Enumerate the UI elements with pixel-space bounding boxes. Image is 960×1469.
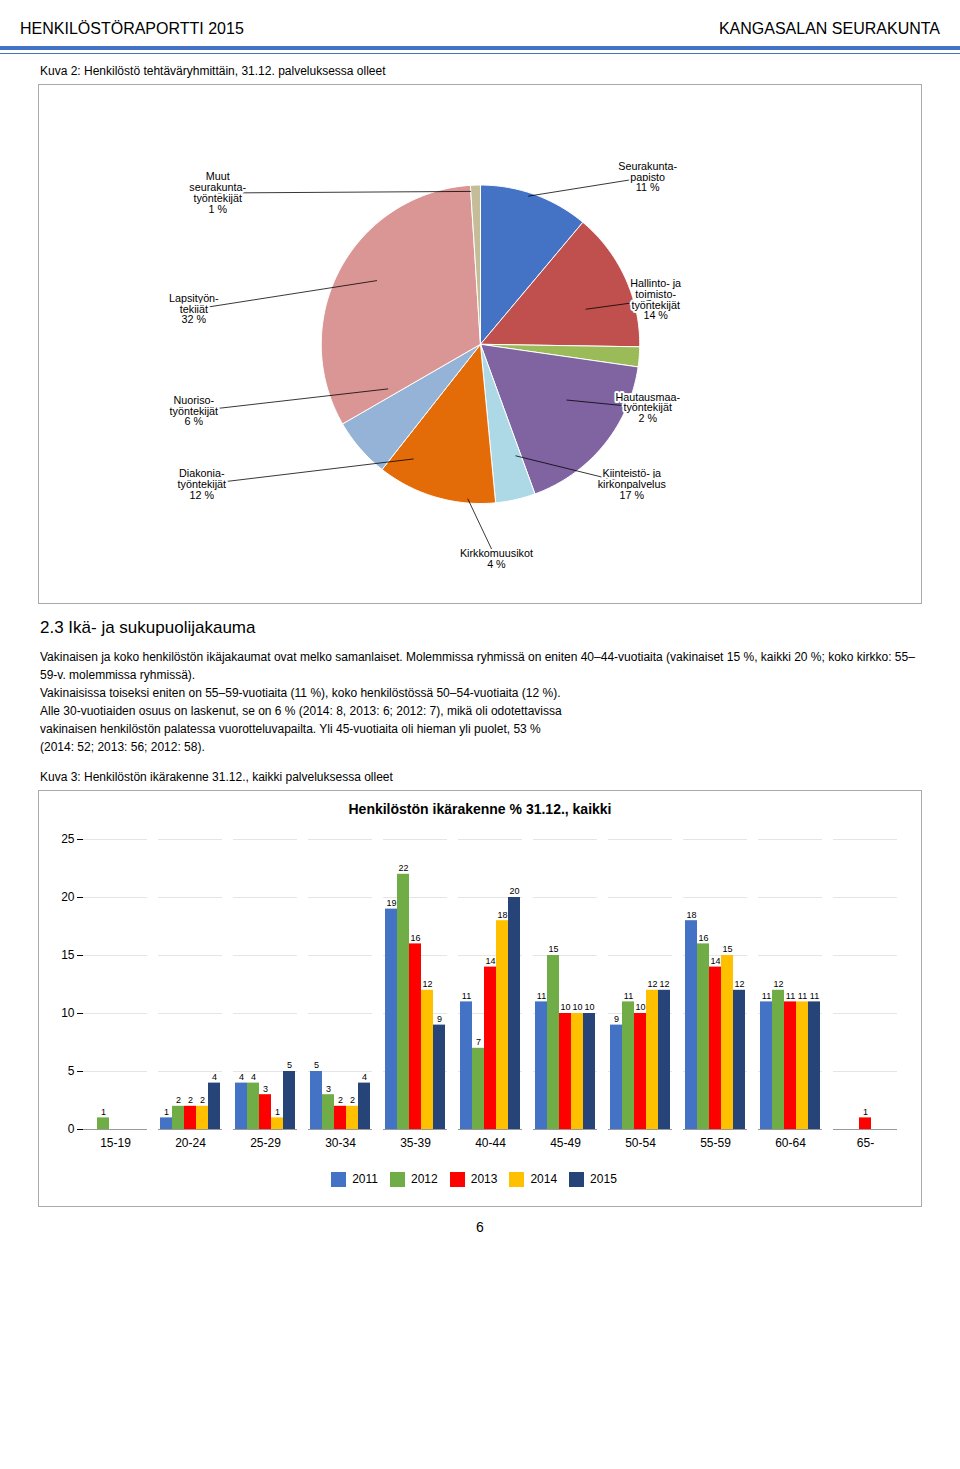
svg-text:18: 18 [497, 909, 507, 919]
html-text:Kuva 3: Henkilöstön ikärakenne: Kuva 3: Henkilöstön ikärakenne 31.12., k… [40, 769, 393, 784]
svg-text:55-59: 55-59 [700, 1136, 731, 1150]
svg-text:5: 5 [287, 1060, 292, 1070]
svg-text:15-19: 15-19 [100, 1136, 131, 1150]
svg-text:4: 4 [362, 1072, 367, 1082]
svg-text:18: 18 [686, 909, 696, 919]
html-text:Henkilöstön ikärakenne % 31.12: Henkilöstön ikärakenne % 31.12., kaikki [348, 800, 612, 817]
svg-text:25: 25 [61, 832, 75, 846]
html-text:6: 6 [476, 1218, 484, 1235]
svg-text:2: 2 [350, 1095, 355, 1105]
svg-text:12: 12 [647, 979, 657, 989]
svg-text:9: 9 [437, 1014, 442, 1024]
svg-text:0: 0 [68, 1122, 75, 1136]
svg-text:1: 1 [164, 1106, 169, 1116]
svg-text:16: 16 [410, 932, 420, 942]
svg-text:11: 11 [810, 990, 819, 1000]
svg-text:11: 11 [786, 990, 795, 1000]
svg-text:Diakonia-työntekijät12 %: Diakonia-työntekijät12 % [178, 467, 226, 501]
svg-text:10: 10 [61, 1006, 75, 1020]
svg-text:11: 11 [798, 990, 807, 1000]
svg-text:Nuoriso-työntekijät6 %: Nuoriso-työntekijät6 % [170, 394, 218, 428]
svg-text:4: 4 [251, 1072, 256, 1082]
svg-text:16: 16 [698, 932, 708, 942]
svg-text:2: 2 [188, 1095, 193, 1105]
svg-text:15: 15 [722, 944, 732, 954]
svg-text:2: 2 [200, 1095, 205, 1105]
svg-text:4: 4 [212, 1072, 217, 1082]
svg-text:20: 20 [509, 886, 519, 896]
svg-text:12: 12 [422, 979, 432, 989]
svg-text:22: 22 [398, 863, 408, 873]
html-text:Vakinaisen ja koko henkilöstön: Vakinaisen ja koko henkilöstön ikäjakaum… [40, 649, 915, 754]
svg-text:10: 10 [572, 1002, 582, 1012]
svg-text:1: 1 [275, 1106, 280, 1116]
svg-text:4: 4 [239, 1072, 244, 1082]
svg-text:35-39: 35-39 [400, 1136, 431, 1150]
svg-text:11: 11 [624, 990, 633, 1000]
svg-text:10: 10 [560, 1002, 570, 1012]
svg-text:60-64: 60-64 [775, 1136, 806, 1150]
svg-text:Hautausmaa-työntekijät2 %: Hautausmaa-työntekijät2 % [615, 391, 680, 425]
svg-text:15: 15 [548, 944, 558, 954]
html-text:HENKILÖSTÖRAPORTTI 2015: HENKILÖSTÖRAPORTTI 2015 [20, 20, 244, 37]
svg-text:65-: 65- [857, 1136, 874, 1150]
svg-text:10: 10 [584, 1002, 594, 1012]
html-text:KANGASALAN SEURAKUNTA: KANGASALAN SEURAKUNTA [718, 20, 940, 37]
svg-text:25-29: 25-29 [250, 1136, 281, 1150]
svg-text:2: 2 [338, 1095, 343, 1105]
html-text:Kuva 2: Henkilöstö tehtäväryhm: Kuva 2: Henkilöstö tehtäväryhmittäin, 31… [40, 64, 386, 78]
svg-text:20: 20 [61, 890, 75, 904]
html-text:2014: 2014 [530, 1172, 558, 1187]
svg-text:Kiinteistö- jakirkonpalvelus17: Kiinteistö- jakirkonpalvelus17 % [598, 467, 666, 501]
svg-text:10: 10 [635, 1002, 645, 1012]
svg-text:15: 15 [61, 948, 75, 962]
svg-text:12: 12 [734, 979, 744, 989]
svg-text:45-49: 45-49 [550, 1136, 581, 1150]
svg-text:11: 11 [537, 990, 546, 1000]
html-text:2015: 2015 [590, 1172, 617, 1187]
svg-text:14: 14 [710, 956, 720, 966]
svg-text:7: 7 [476, 1037, 481, 1047]
svg-text:50-54: 50-54 [625, 1136, 656, 1150]
svg-text:20-24: 20-24 [175, 1136, 206, 1150]
svg-text:1: 1 [101, 1106, 106, 1116]
svg-text:12: 12 [773, 979, 783, 989]
svg-text:40-44: 40-44 [475, 1136, 506, 1150]
html-text:2012: 2012 [411, 1172, 438, 1187]
svg-text:12: 12 [659, 979, 669, 989]
svg-text:14: 14 [485, 956, 495, 966]
svg-text:Kirkkomuusikot4 %: Kirkkomuusikot4 % [460, 547, 533, 570]
svg-text:11: 11 [462, 990, 471, 1000]
svg-text:Seurakunta-papisto11 %: Seurakunta-papisto11 % [618, 160, 677, 194]
html-text:2.3 Ikä- ja sukupuolijakauma: 2.3 Ikä- ja sukupuolijakauma [40, 617, 256, 637]
svg-text:5: 5 [314, 1060, 319, 1070]
html-text:2013: 2013 [470, 1172, 498, 1187]
svg-text:11: 11 [762, 990, 771, 1000]
svg-text:30-34: 30-34 [325, 1136, 356, 1150]
svg-text:Lapsityön-tekijät32 %: Lapsityön-tekijät32 % [169, 292, 219, 326]
svg-text:5: 5 [68, 1064, 75, 1078]
svg-text:Muutseurakunta-työntekijät1 %: Muutseurakunta-työntekijät1 % [189, 170, 246, 214]
svg-text:9: 9 [614, 1014, 619, 1024]
svg-text:Hallinto- jatoimisto-työntekij: Hallinto- jatoimisto-työntekijät14 % [630, 277, 681, 321]
svg-text:3: 3 [263, 1083, 268, 1093]
html-text:2011: 2011 [352, 1172, 378, 1187]
svg-text:3: 3 [326, 1083, 331, 1093]
svg-text:1: 1 [863, 1106, 868, 1116]
svg-text:2: 2 [176, 1095, 181, 1105]
svg-text:19: 19 [386, 898, 396, 908]
